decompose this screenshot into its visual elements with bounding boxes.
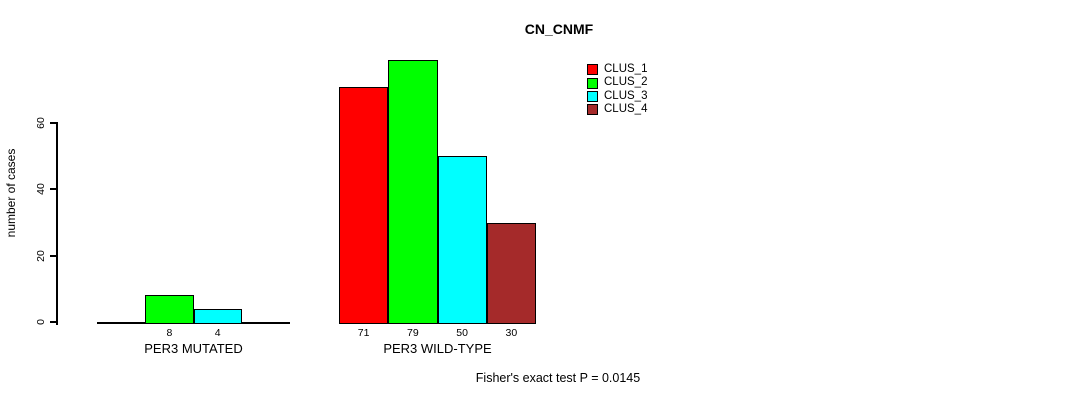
y-axis-label: number of cases (4, 148, 18, 238)
group-label: PER3 WILD-TYPE (383, 341, 492, 356)
y-axis-tick-label: 60 (34, 117, 47, 129)
legend-item: CLUS_2 (587, 76, 647, 89)
group-label: PER3 MUTATED (144, 341, 243, 356)
y-axis-tick (50, 254, 57, 257)
y-axis-tick-label: 20 (34, 249, 47, 262)
legend: CLUS_1 CLUS_2 CLUS_3 CLUS_4 (587, 63, 647, 117)
legend-item: CLUS_1 (587, 63, 647, 76)
y-axis-tick-label: 0 (34, 319, 47, 325)
bar-clus_3 (193, 308, 242, 324)
legend-item-label: CLUS_2 (604, 76, 648, 89)
legend-item-label: CLUS_1 (604, 62, 648, 75)
bar-clus_1 (339, 86, 389, 324)
bar-value-label: 79 (407, 327, 419, 339)
bar-value-label: 50 (456, 327, 468, 339)
legend-item: CLUS_4 (587, 103, 647, 116)
legend-item-label: CLUS_4 (604, 103, 648, 116)
footnote: Fisher's exact test P = 0.0145 (475, 371, 641, 385)
legend-item: CLUS_3 (587, 90, 647, 103)
y-axis-tick (50, 188, 57, 191)
legend-swatch-clus_2 (587, 77, 598, 89)
legend-swatch-clus_3 (587, 90, 598, 102)
bar-clus_2 (388, 59, 438, 324)
bar-clus_2 (145, 295, 194, 324)
y-axis-tick-label: 40 (34, 183, 47, 196)
legend-swatch-clus_1 (587, 64, 598, 76)
legend-swatch-clus_4 (587, 104, 598, 116)
y-axis-tick (50, 321, 57, 323)
bar-value-label: 71 (357, 327, 370, 339)
y-axis-tick (50, 122, 57, 124)
y-axis-line (56, 122, 58, 325)
bar-value-label: 30 (505, 327, 518, 339)
bar-value-label: 4 (214, 327, 221, 339)
bar-value-label: 8 (166, 327, 173, 339)
bar-clus_3 (437, 156, 487, 324)
legend-item-label: CLUS_3 (604, 89, 648, 102)
bar-clus_4 (486, 222, 536, 324)
chart-title: CN_CNMF (524, 21, 594, 37)
